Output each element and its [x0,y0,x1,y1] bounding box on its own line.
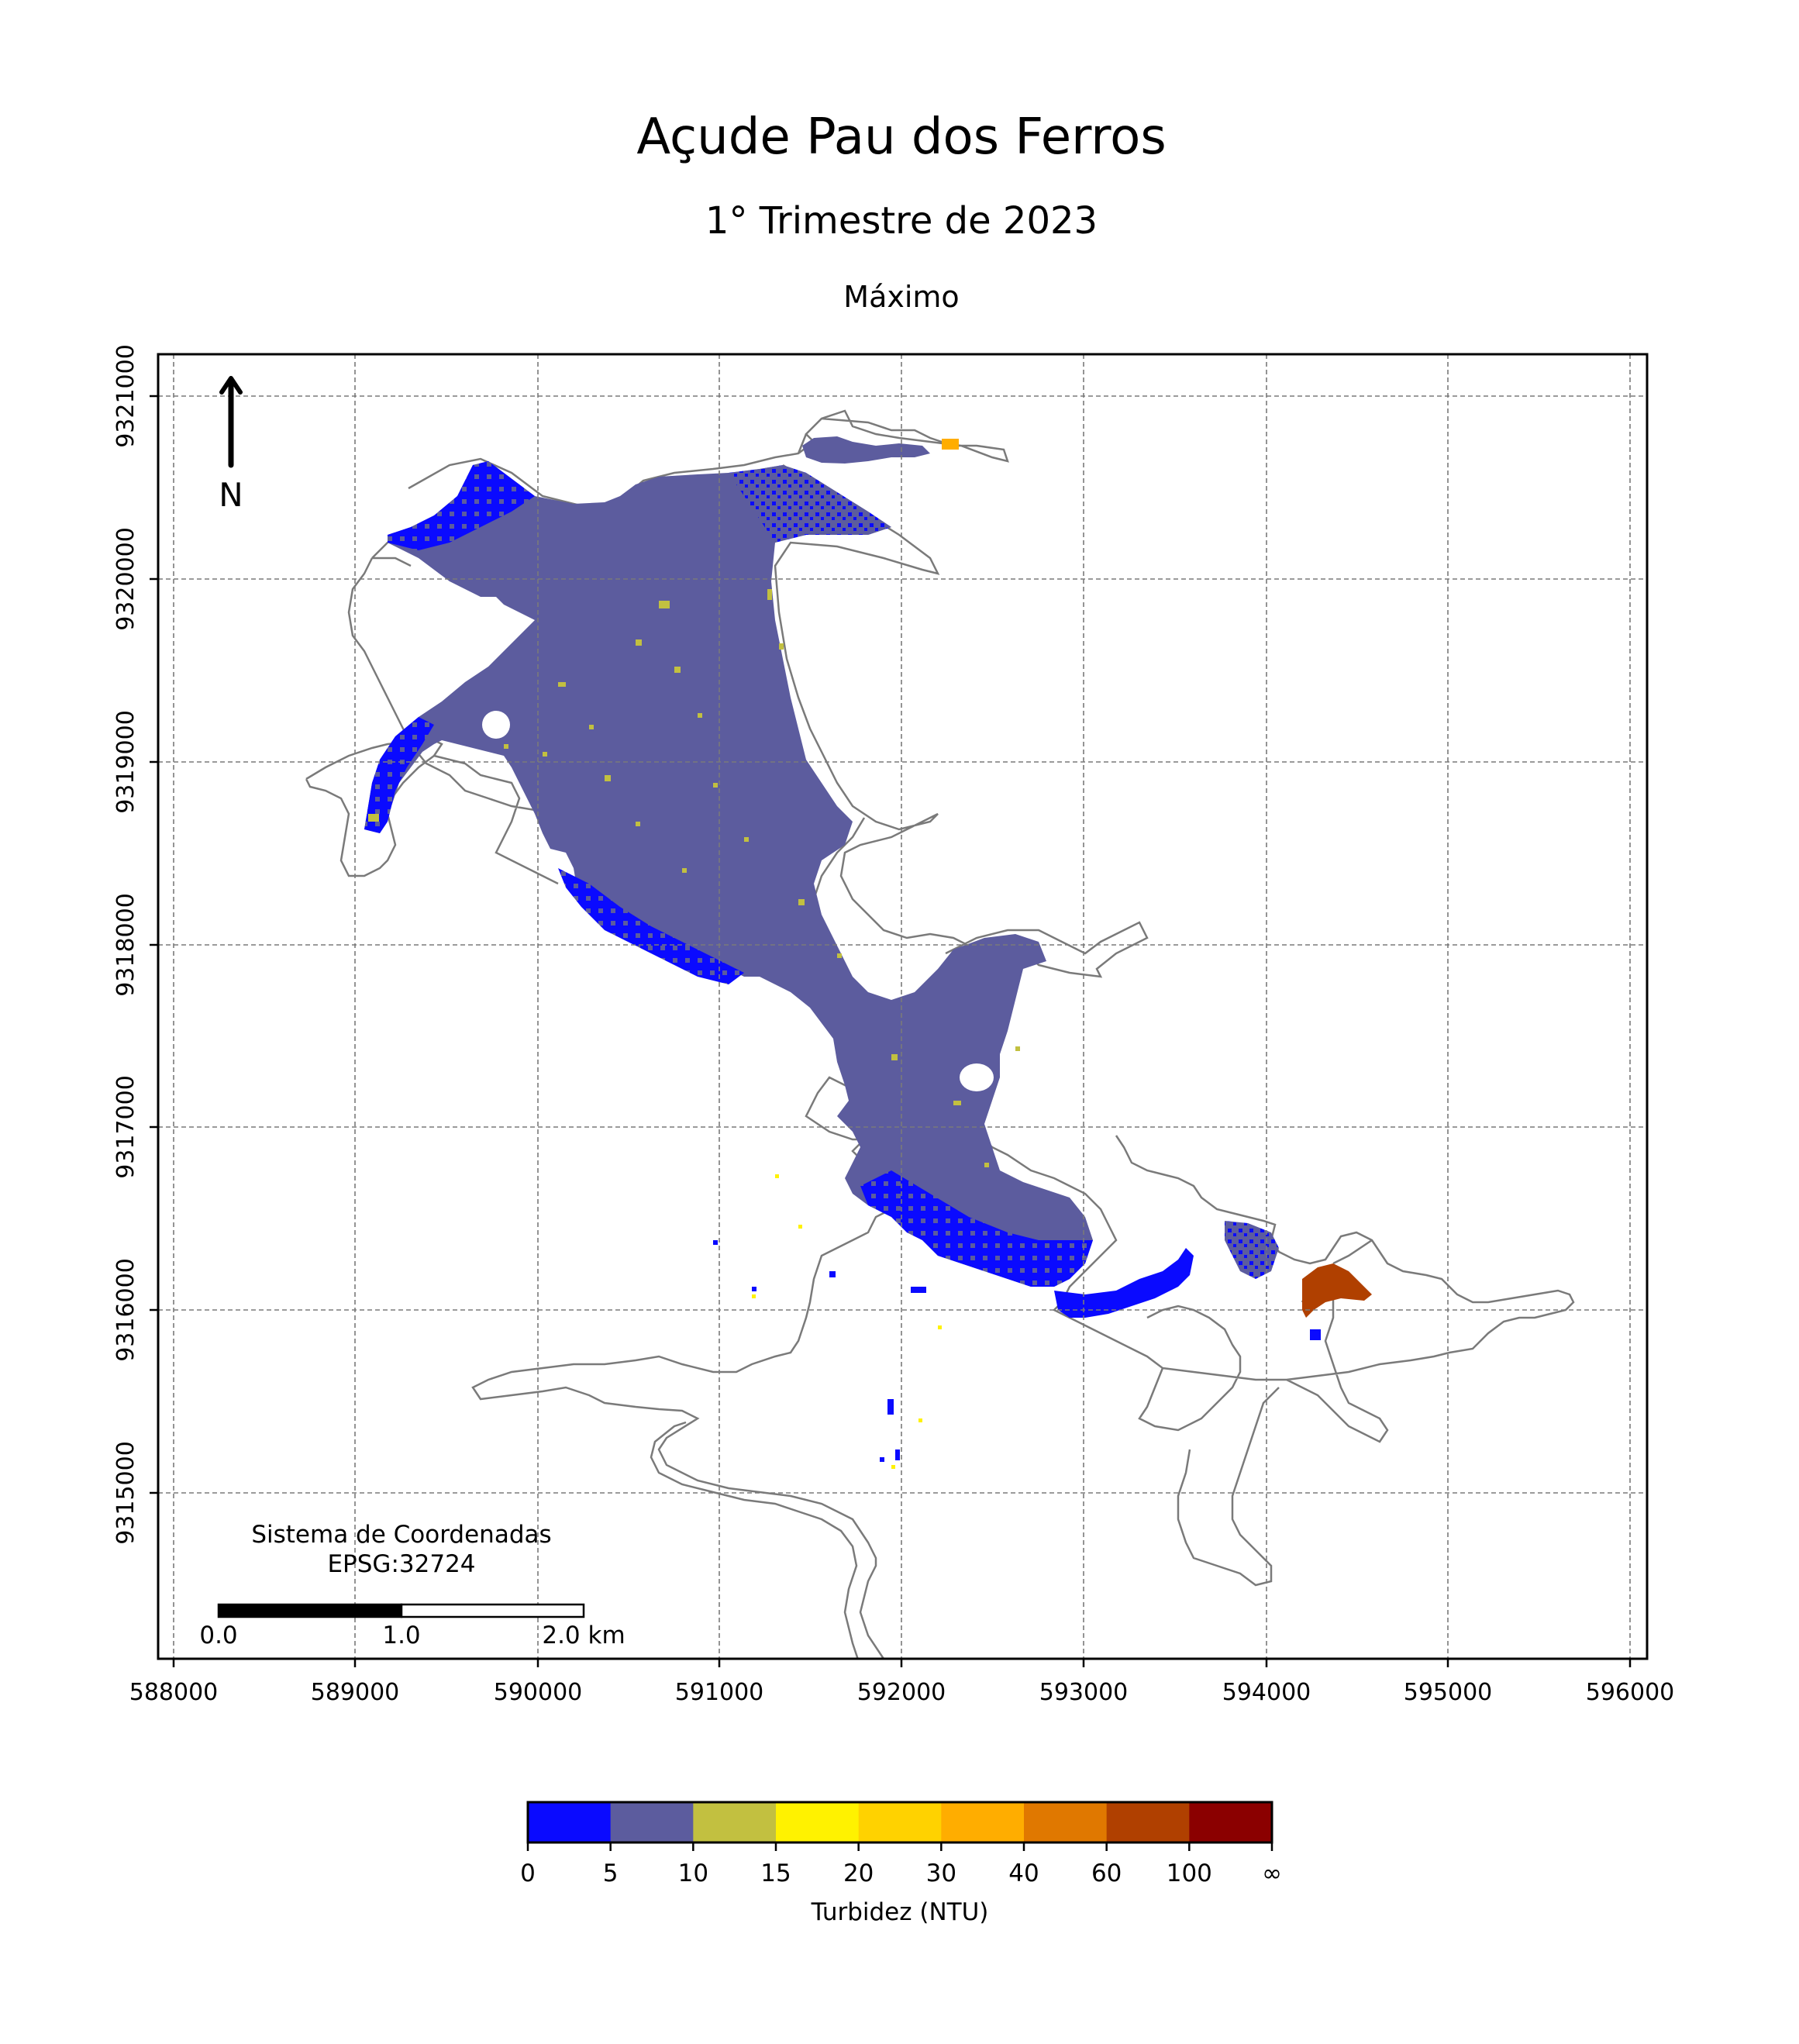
colorbar-frame [526,1801,1273,1844]
north-label: N [219,476,243,514]
colorbar-tick-label: 0 [520,1860,536,1887]
water-body-margin-east [729,465,891,543]
scale-label-0: 0.0 [199,1622,237,1649]
colorbar-tick-label: ∞ [1262,1860,1282,1887]
colorbar-swatch [1106,1802,1190,1842]
colorbar-tick-label: 30 [926,1860,956,1887]
x-tick-label: 594000 [1222,1679,1311,1706]
x-tick-label: 593000 [1039,1679,1129,1706]
water-body-margin-southwest [558,868,744,984]
map-subtitle: 1° Trimestre de 2023 [705,199,1098,243]
high-turbidity-zone [1302,1263,1372,1318]
map-grid [158,354,1647,1659]
x-tick-label: 589000 [311,1679,400,1706]
scale-label-2: 2.0 km [542,1622,625,1649]
statistic-label: Máximo [843,280,959,314]
x-tick-label: 595000 [1404,1679,1493,1706]
colorbar-ticks: 0 5 10 15 20 30 40 60 100 ∞ [520,1842,1282,1887]
colorbar-tick-label: 20 [843,1860,874,1887]
colorbar-title: Turbidez (NTU) [811,1898,989,1926]
crs-label-line2: EPSG:32724 [327,1550,475,1578]
turbidity-speckles [368,589,1020,1167]
y-tick-label: 9320000 [112,527,140,631]
x-tick-label: 596000 [1586,1679,1675,1706]
x-axis [172,1659,1632,1667]
water-body-margin-south [860,1170,1093,1287]
y-tick-label: 9318000 [112,893,140,997]
scale-label-1: 1.0 [382,1622,420,1649]
water-body-east-arm [1054,1248,1194,1318]
colorbar-swatch [1024,1802,1108,1842]
map-frame [157,353,1649,1660]
colorbar-legend: 0 5 10 15 20 30 40 60 100 ∞ Turbidez (NTU) [520,1801,1282,1926]
island-west [482,711,510,739]
x-tick-label: 592000 [857,1679,946,1706]
colorbar-tick-label: 40 [1008,1860,1039,1887]
turbidity-speckles-blue-south [713,1240,1321,1462]
island-east [960,1063,994,1091]
colorbar-tick-label: 60 [1091,1860,1122,1887]
crs-label-line1: Sistema de Coordenadas [251,1521,551,1549]
high-turbidity-patch-northeast [942,439,959,450]
colorbar-swatch [776,1802,860,1842]
colorbar-swatch [693,1802,777,1842]
y-tick-label: 9315000 [112,1441,140,1545]
colorbar-swatches [528,1802,1273,1842]
colorbar-tick-label: 100 [1167,1860,1212,1887]
colorbar-tick-label: 15 [760,1860,791,1887]
scale-bar: 0.0 1.0 2.0 km [199,1603,626,1649]
y-tick-label: 9316000 [112,1258,140,1362]
colorbar-swatch [858,1802,942,1842]
water-body-margin-north [388,461,535,550]
colorbar-tick-label: 10 [678,1860,708,1887]
colorbar-swatch [1189,1802,1273,1842]
colorbar-swatch [610,1802,694,1842]
map-plot-area [158,354,1647,1659]
x-tick-label: 591000 [675,1679,764,1706]
water-body-main [364,461,1093,1287]
turbidity-speckles-yellow [752,1174,942,1469]
y-tick-label: 9319000 [112,710,140,814]
water-body-east-pockets [1225,1221,1279,1279]
water-body-margin-west [364,717,434,833]
colorbar-swatch [528,1802,612,1842]
x-tick-label: 588000 [129,1679,219,1706]
map-title: Açude Pau dos Ferros [636,109,1166,166]
y-tick-label: 9317000 [112,1075,140,1179]
north-arrow: N [219,376,243,514]
colorbar-tick-label: 5 [603,1860,619,1887]
y-axis [150,395,158,1494]
x-tick-label: 590000 [494,1679,583,1706]
colorbar-swatch [941,1802,1025,1842]
y-tick-label: 9321000 [112,344,140,448]
water-body-northeast-arm [802,436,930,464]
